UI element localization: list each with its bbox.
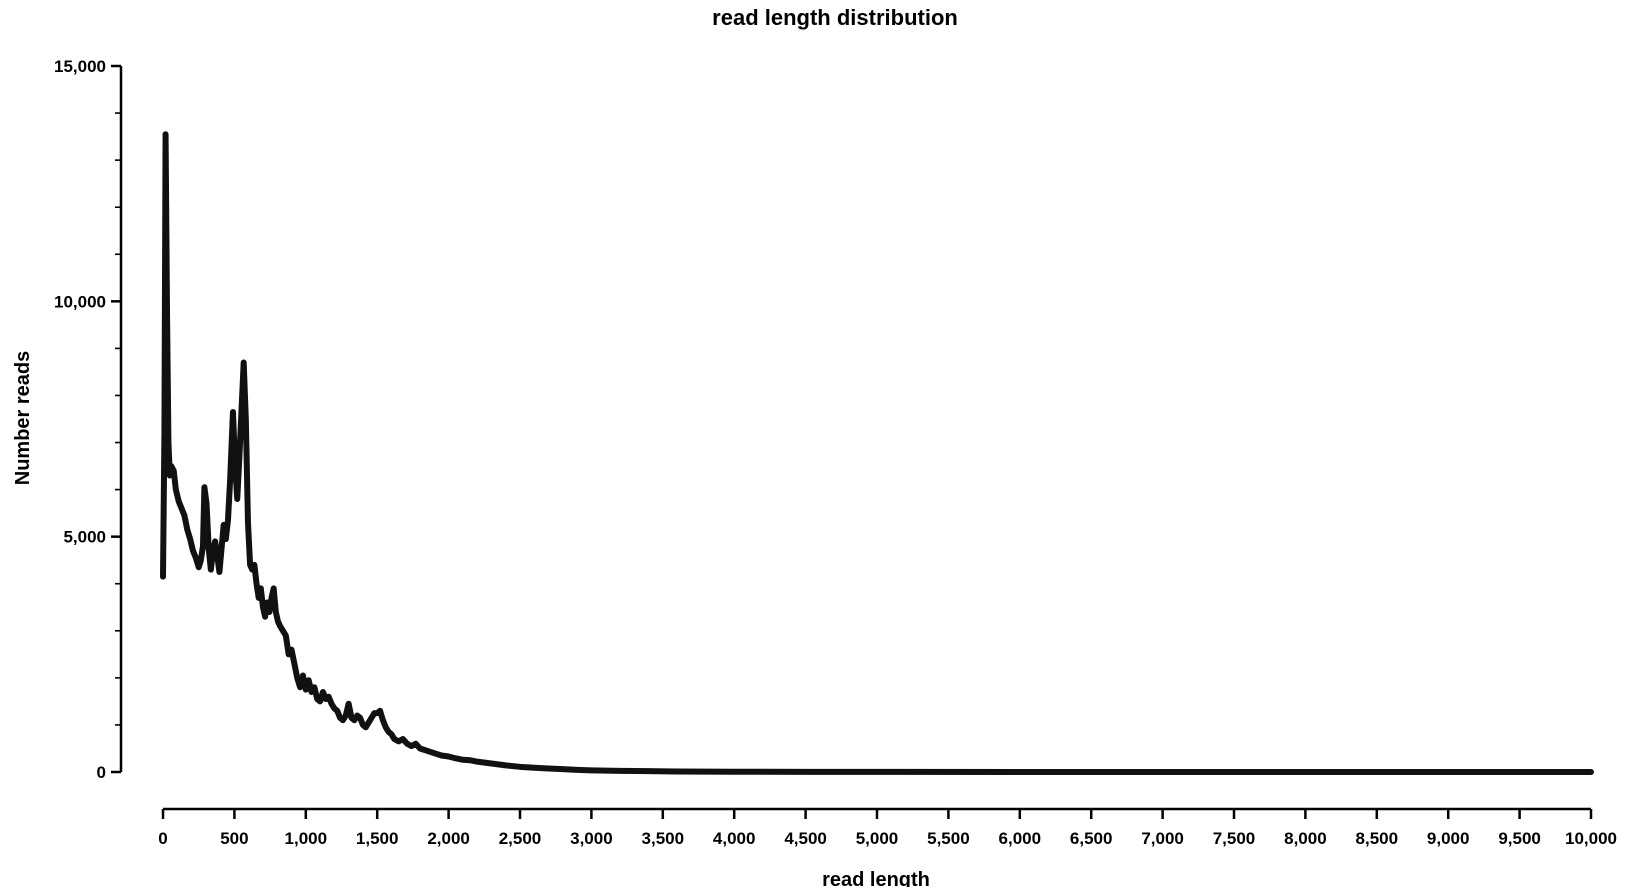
y-tick-label: 15,000 [54,57,106,76]
x-tick-label: 3,000 [570,829,613,848]
y-axis: 0 5,000 10,000 15,000 [54,57,123,782]
y-tick-label: 10,000 [54,292,106,311]
plot-area [160,131,1594,775]
x-tick-label: 7,500 [1213,829,1256,848]
x-tick-label: 10,000 [1565,829,1617,848]
x-tick-label: 4,000 [713,829,756,848]
x-tick-label: 3,500 [642,829,685,848]
x-axis: 0 500 1,000 1,500 2,000 2,500 3,000 3,500 4,000 4… [158,807,1617,848]
y-tick-label: 5,000 [63,528,106,547]
x-tick-label: 9,500 [1498,829,1541,848]
x-tick-label: 8,000 [1284,829,1327,848]
x-tick-label: 500 [220,829,248,848]
x-tick-label: 2,000 [427,829,470,848]
x-tick-label: 1,000 [285,829,328,848]
x-tick-label: 6,000 [999,829,1042,848]
y-tick-label: 0 [97,763,106,782]
x-tick-label: 1,500 [356,829,399,848]
x-tick-label: 0 [158,829,167,848]
x-tick-label: 2,500 [499,829,542,848]
x-tick-label: 5,000 [856,829,899,848]
x-tick-label: 9,000 [1427,829,1470,848]
x-axis-label: read length [822,869,930,887]
series-line [160,131,1594,775]
chart-title: read length distribution [712,5,958,30]
x-tick-label: 8,500 [1356,829,1399,848]
x-tick-label: 5,500 [927,829,970,848]
x-tick-label: 6,500 [1070,829,1113,848]
x-tick-label: 4,500 [784,829,827,848]
y-axis-label: Number reads [12,351,34,486]
x-tick-label: 7,000 [1141,829,1184,848]
